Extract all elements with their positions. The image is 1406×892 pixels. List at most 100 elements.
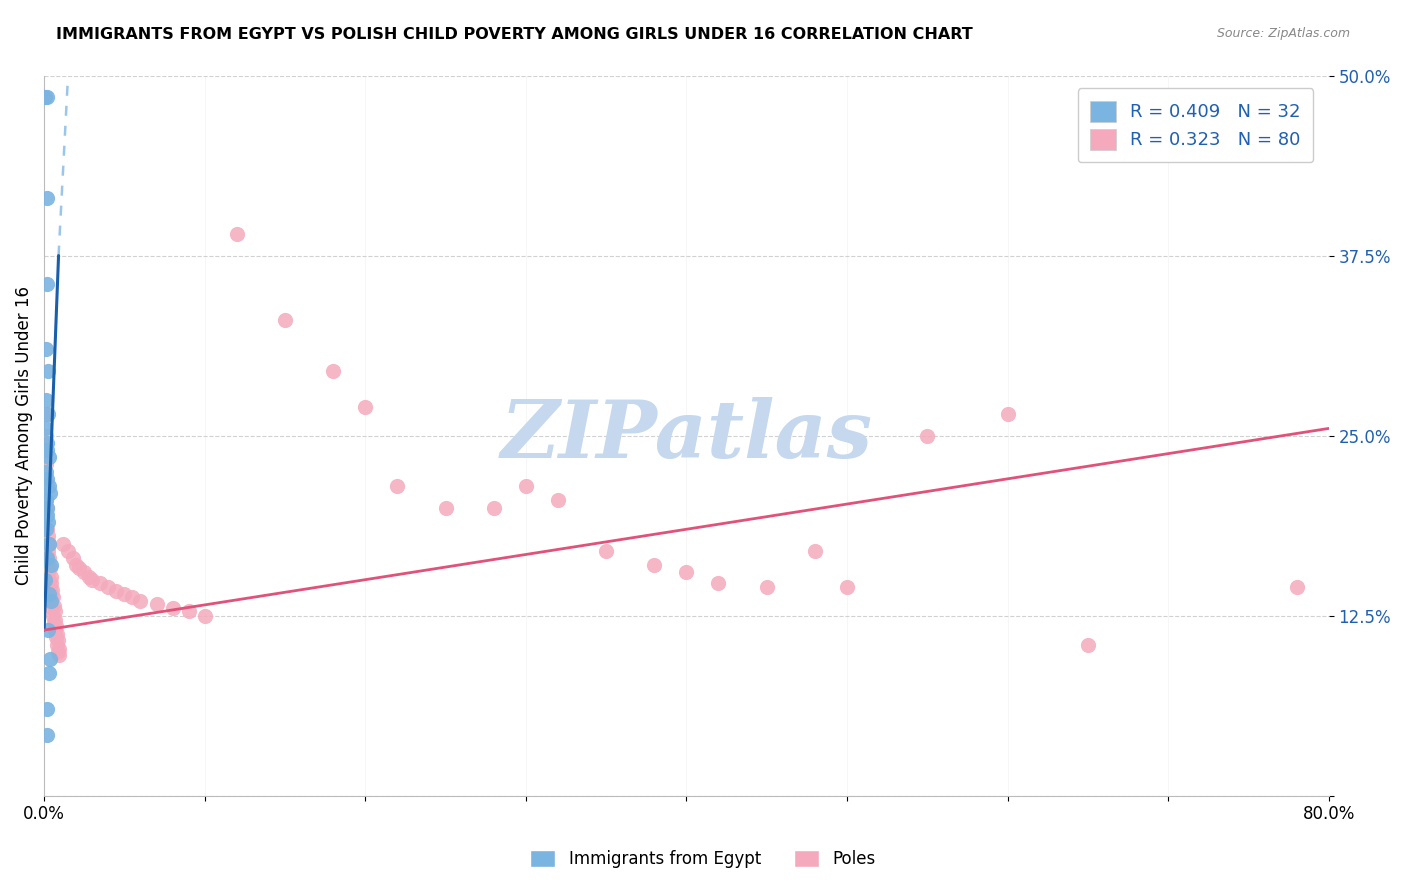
Point [41,582,63,597]
Point [42,608,65,623]
Point [35,558,58,573]
Point [35,191,58,205]
Point [129,594,152,608]
Point [707,575,730,590]
Point [41,575,63,590]
Point [42,599,65,613]
Point [46,627,69,641]
Point [48,648,70,662]
Text: ZIPatlas: ZIPatlas [501,397,873,475]
Y-axis label: Child Poverty Among Girls Under 16: Child Poverty Among Girls Under 16 [15,286,32,585]
Point [35,728,58,742]
Point [41,601,63,615]
Point [35,522,58,536]
Point [675,566,697,580]
Point [46,633,69,648]
Point [35,493,58,508]
Point [67,561,90,575]
Point [35,428,58,442]
Point [434,500,457,515]
Point [37,702,59,716]
Point [37,500,59,515]
Point [37,544,59,558]
Point [35,551,58,566]
Point [38,537,60,551]
Point [39,652,62,666]
Point [34,407,56,421]
Point [37,364,59,378]
Point [38,479,60,493]
Point [105,584,128,599]
Point [35,500,58,515]
Point [44,623,66,637]
Point [41,594,63,608]
Point [46,645,69,659]
Point [1157,133,1180,147]
Point [37,407,59,421]
Point [65,558,87,573]
Point [42,590,65,604]
Point [804,544,827,558]
Point [44,604,66,618]
Point [194,608,217,623]
Point [37,515,59,529]
Point [34,90,56,104]
Point [62,551,84,566]
Point [38,580,60,594]
Point [37,623,59,637]
Point [35,493,58,508]
Point [547,493,569,508]
Point [1077,638,1099,652]
Point [387,479,409,493]
Point [97,580,120,594]
Point [35,508,58,522]
Point [177,604,200,618]
Text: IMMIGRANTS FROM EGYPT VS POLISH CHILD POVERTY AMONG GIRLS UNDER 16 CORRELATION C: IMMIGRANTS FROM EGYPT VS POLISH CHILD PO… [56,27,973,42]
Point [121,590,143,604]
Point [322,364,344,378]
Point [35,537,58,551]
Point [73,566,96,580]
Point [35,342,58,356]
Legend: Immigrants from Egypt, Poles: Immigrants from Egypt, Poles [523,843,883,875]
Point [35,508,58,522]
Point [915,428,938,442]
Point [46,638,69,652]
Point [997,407,1019,421]
Point [35,277,58,292]
Point [35,479,58,493]
Point [755,580,778,594]
Point [835,580,858,594]
Point [595,544,617,558]
Point [354,400,377,414]
Point [145,597,167,611]
Point [37,522,59,536]
Point [82,573,104,587]
Point [112,587,135,601]
Point [225,227,247,241]
Point [44,613,66,627]
Point [45,630,67,644]
Point [39,570,62,584]
Point [274,313,297,327]
Point [34,573,56,587]
Point [42,615,65,630]
Point [482,500,505,515]
Legend: R = 0.409   N = 32, R = 0.323   N = 80: R = 0.409 N = 32, R = 0.323 N = 80 [1078,88,1313,162]
Point [37,566,59,580]
Point [89,575,111,590]
Point [35,472,58,486]
Point [38,666,60,681]
Point [162,601,184,615]
Point [37,529,59,543]
Point [38,551,60,566]
Point [1285,580,1308,594]
Point [38,486,60,500]
Point [38,450,60,465]
Point [39,587,62,601]
Point [643,558,665,573]
Point [48,641,70,656]
Point [38,537,60,551]
Point [52,537,75,551]
Point [37,443,59,458]
